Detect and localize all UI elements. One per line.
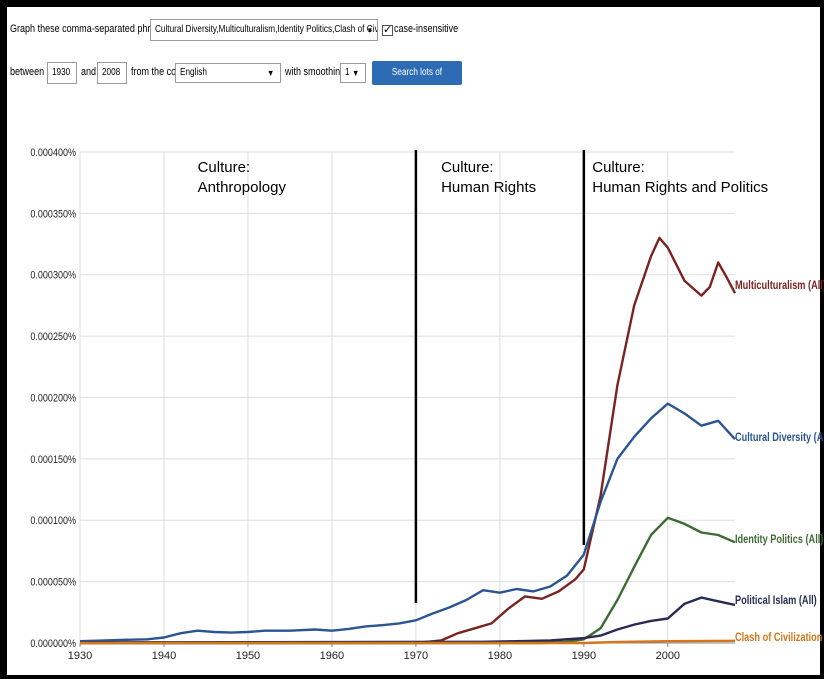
x-tick-label: 2000 [656,650,680,662]
y-tick-label: 0.000100% [30,516,76,528]
era-annotation: Human Rights and Politics [592,179,768,196]
series-label: Identity Politics (All) [735,534,823,546]
y-tick-label: 0.000050% [30,577,76,589]
series-line [80,598,735,643]
era-annotation: Human Rights [441,179,536,196]
y-tick-label: 0.000350% [30,209,76,221]
series-label: Cultural Diversity (All) [735,432,824,444]
era-annotation: Culture: [441,159,494,176]
y-tick-label: 0.000300% [30,270,76,282]
series-label: Clash of Civilization (A [735,632,824,644]
x-tick-label: 1970 [404,650,428,662]
x-tick-label: 1980 [488,650,512,662]
era-annotation: Culture: [592,159,645,176]
era-annotation: Anthropology [198,179,287,196]
x-tick-label: 1950 [236,650,260,662]
x-tick-label: 1930 [68,650,92,662]
y-tick-label: 0.000250% [30,331,76,343]
series-line [80,404,735,642]
y-tick-label: 0.000150% [30,454,76,466]
series-label: Political Islam (All) [735,595,817,607]
x-tick-label: 1940 [152,650,176,662]
x-tick-label: 1960 [320,650,344,662]
era-annotation: Culture: [198,159,251,176]
y-tick-label: 0.000000% [30,638,76,650]
x-tick-label: 1990 [572,650,596,662]
y-tick-label: 0.000200% [30,393,76,405]
series-label: Multiculturalism (All) [735,280,824,292]
y-tick-label: 0.000400% [30,147,76,159]
series-line [80,238,735,643]
